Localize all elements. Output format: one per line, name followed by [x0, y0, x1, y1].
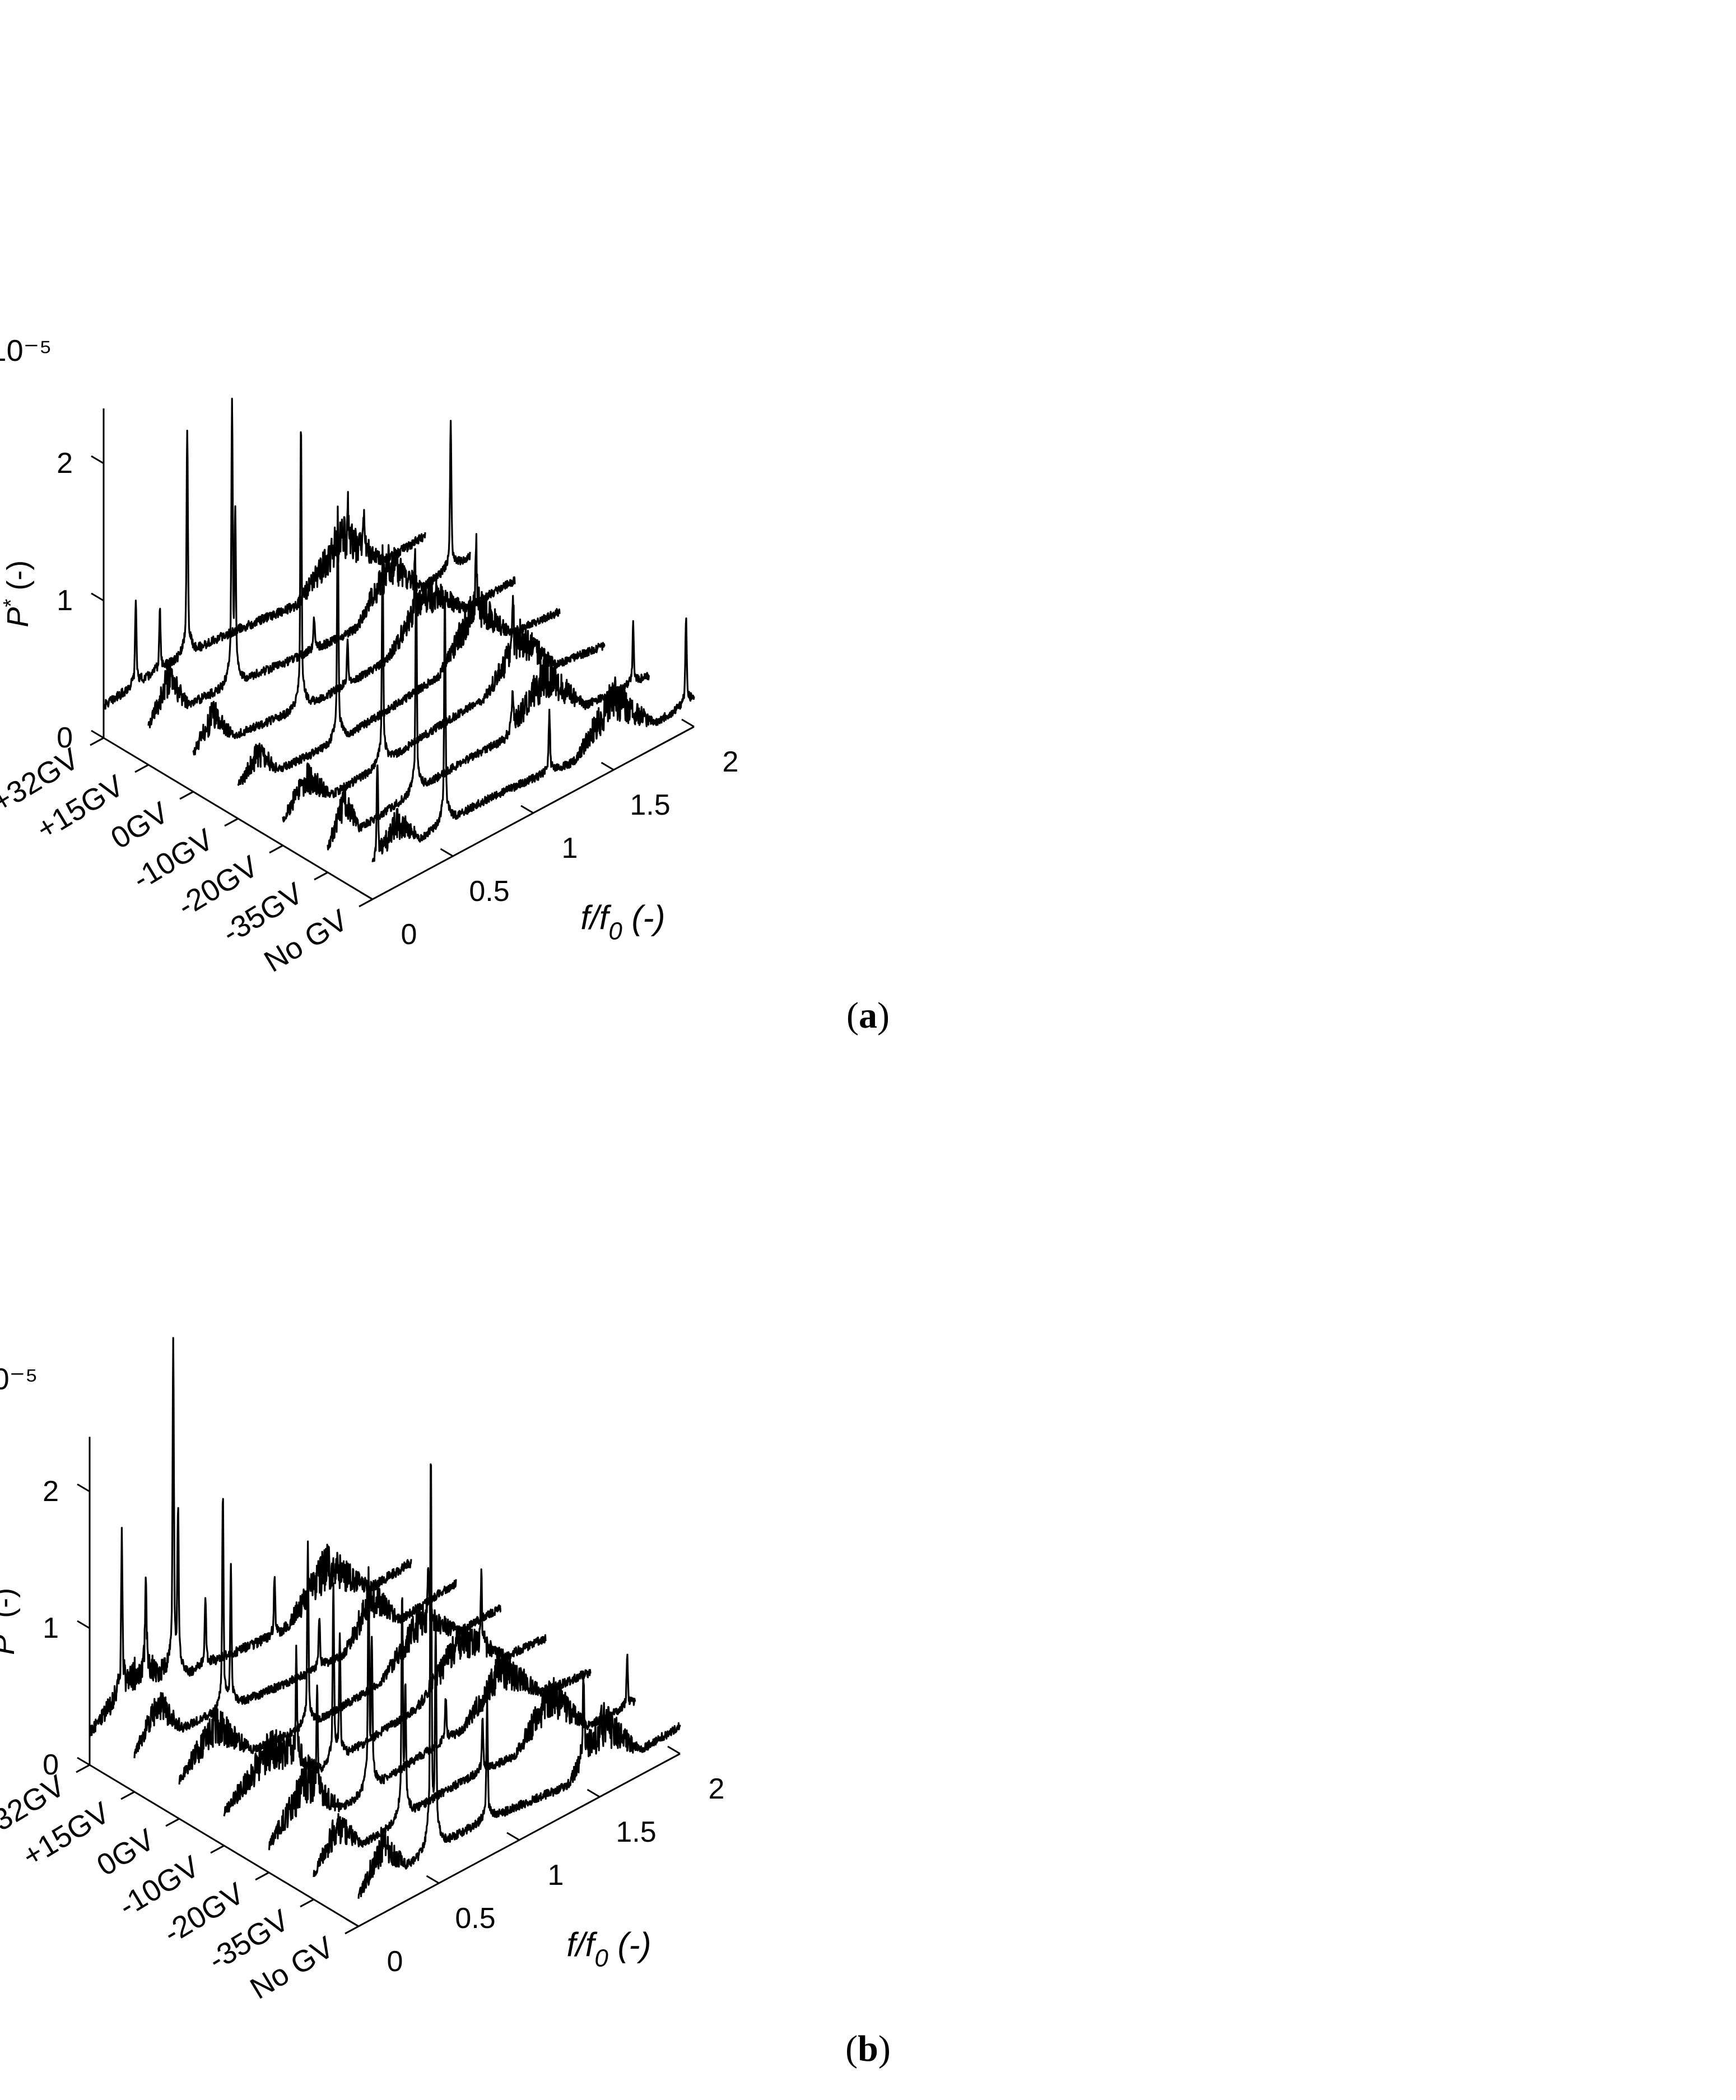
z-tick-label: 2 [43, 1475, 59, 1508]
z-tick [77, 1483, 90, 1493]
series-tick [300, 1898, 314, 1908]
z-axis-label: P* (-) [0, 560, 35, 628]
series-tick [179, 791, 194, 800]
x-tick [520, 805, 534, 814]
series-tick [255, 1871, 269, 1881]
series-line [313, 1597, 636, 1877]
series-line [147, 397, 471, 728]
series-tick [224, 817, 239, 827]
x-tick-label: 0 [387, 1945, 403, 1978]
z-tick [91, 455, 104, 464]
series-tick [165, 1818, 180, 1827]
x-tick [667, 1745, 681, 1755]
z-tick [91, 592, 104, 602]
x-tick [360, 891, 373, 900]
caption-label: a [859, 995, 877, 1036]
caption-label: b [858, 2028, 878, 2069]
x-tick [426, 1875, 440, 1884]
exponent-label: ×10⁻⁵ [0, 334, 52, 368]
x-tick [506, 1832, 520, 1841]
x-tick-label: 1 [562, 832, 578, 865]
z-tick-label: 0 [57, 722, 73, 754]
z-tick-label: 1 [57, 584, 73, 617]
z-tick [77, 1757, 90, 1766]
caption-close: ) [877, 995, 890, 1036]
series-line [103, 430, 426, 710]
panel-caption-b: (b) [0, 2028, 1736, 2070]
z-tick [77, 1620, 90, 1629]
series-line [89, 1337, 412, 1737]
series-tick [345, 1925, 359, 1935]
series-tick [359, 898, 373, 908]
x-tick-label: 2 [709, 1773, 725, 1805]
z-tick [91, 730, 104, 739]
series-line [237, 505, 561, 786]
series-tick [314, 871, 328, 881]
series-line [371, 596, 695, 862]
x-tick [681, 718, 695, 728]
exponent-label: ×10⁻⁵ [0, 1362, 38, 1396]
z-tick-label: 2 [57, 447, 73, 480]
x-axis-label: f/f0 (-) [580, 899, 665, 945]
x-tick-label: 0.5 [469, 875, 509, 908]
x-tick-label: 1.5 [616, 1816, 656, 1848]
series-line [327, 575, 650, 851]
caption-open: ( [846, 995, 859, 1036]
x-axis-label: f/f0 (-) [566, 1926, 651, 1972]
series-line [223, 1568, 547, 1816]
x-tick [440, 848, 454, 857]
panel-caption-a: (a) [0, 995, 1736, 1037]
series-tick [134, 764, 149, 773]
caption-close: ) [878, 2028, 891, 2069]
x-tick-label: 1.5 [630, 789, 670, 821]
series-line [357, 1463, 681, 1899]
series-tick [90, 737, 104, 746]
series-tick [76, 1764, 90, 1773]
x-tick [601, 761, 615, 771]
z-axis-label: P* (-) [0, 1588, 21, 1655]
x-tick-label: 0 [401, 918, 417, 951]
x-tick [346, 1918, 359, 1927]
series-tick [120, 1791, 135, 1800]
series-line [192, 431, 516, 756]
x-tick-label: 1 [548, 1859, 564, 1892]
x-tick-label: 2 [723, 746, 739, 778]
z-tick-label: 1 [43, 1612, 59, 1644]
z-tick-label: 0 [43, 1749, 59, 1781]
x-tick [587, 1788, 601, 1798]
caption-open: ( [845, 2028, 858, 2069]
series-tick [210, 1845, 225, 1854]
series-tick [269, 844, 283, 854]
x-tick-label: 0.5 [455, 1902, 495, 1935]
